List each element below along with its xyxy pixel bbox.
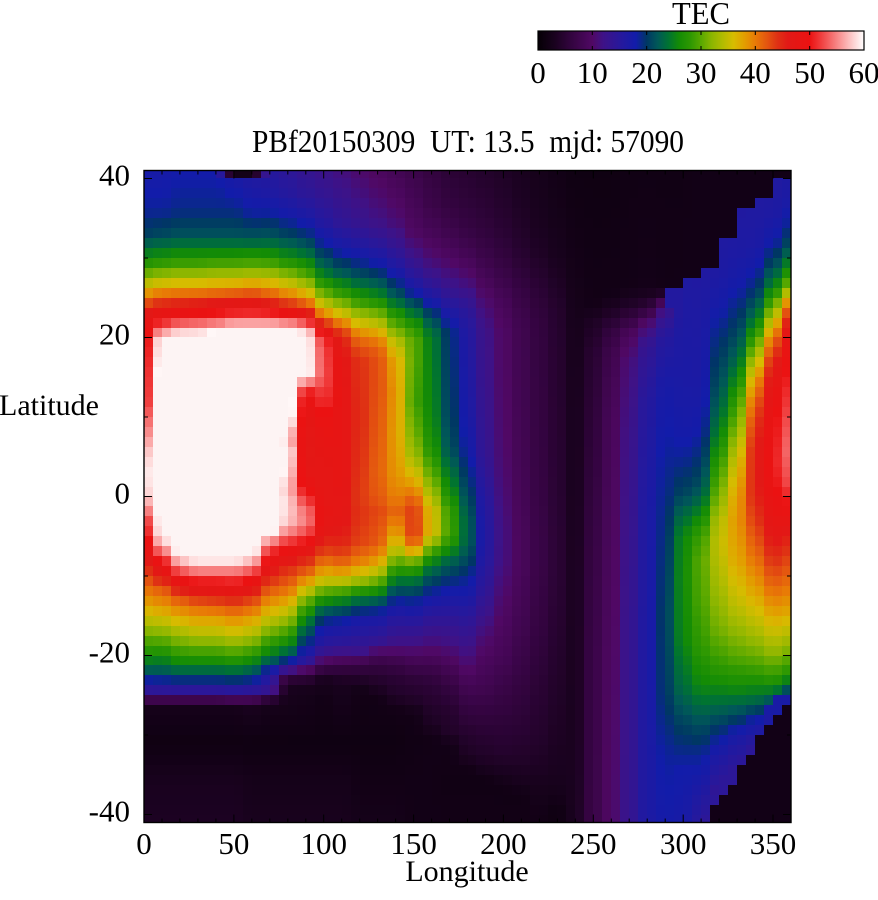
svg-text:10: 10 bbox=[577, 55, 608, 90]
svg-text:50: 50 bbox=[794, 55, 825, 90]
svg-text:30: 30 bbox=[686, 55, 717, 90]
svg-text:40: 40 bbox=[99, 158, 130, 193]
svg-text:40: 40 bbox=[740, 55, 771, 90]
svg-text:60: 60 bbox=[849, 55, 878, 90]
svg-text:20: 20 bbox=[99, 317, 130, 352]
svg-text:PBf20150309 UT: 13.5 mjd: 57: PBf20150309 UT: 13.5 mjd: 57090 bbox=[252, 123, 684, 159]
svg-text:150: 150 bbox=[390, 826, 437, 861]
svg-text:50: 50 bbox=[218, 826, 249, 861]
svg-text:100: 100 bbox=[300, 826, 347, 861]
svg-text:0: 0 bbox=[136, 826, 152, 861]
svg-text:250: 250 bbox=[570, 826, 617, 861]
svg-text:-20: -20 bbox=[89, 635, 130, 670]
svg-text:TEC: TEC bbox=[672, 0, 730, 31]
svg-text:-40: -40 bbox=[89, 794, 130, 829]
svg-text:350: 350 bbox=[750, 826, 797, 861]
svg-text:300: 300 bbox=[660, 826, 707, 861]
svg-text:Latitude: Latitude bbox=[0, 389, 99, 422]
svg-text:0: 0 bbox=[530, 55, 546, 90]
svg-text:Longitude: Longitude bbox=[405, 855, 528, 888]
svg-text:0: 0 bbox=[115, 476, 131, 511]
svg-text:200: 200 bbox=[480, 826, 527, 861]
svg-text:20: 20 bbox=[631, 55, 662, 90]
